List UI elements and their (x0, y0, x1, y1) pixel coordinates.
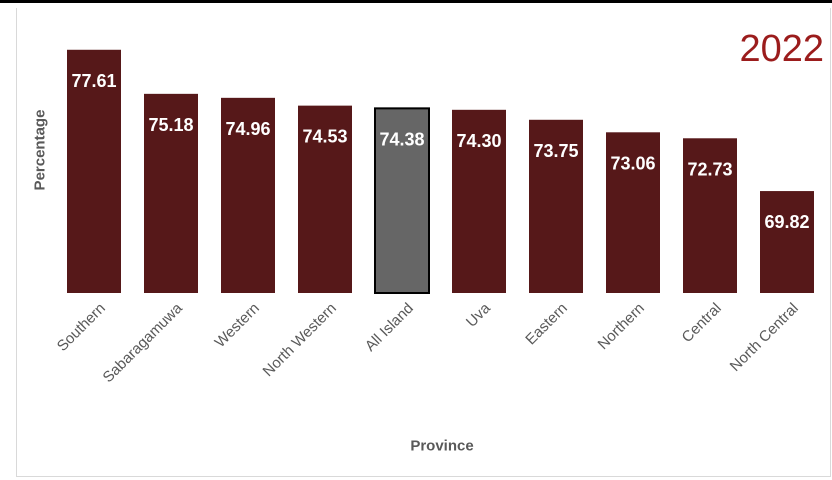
top-border (0, 0, 832, 3)
x-tick-label: Southern (54, 300, 109, 355)
x-tick-label: All Island (362, 300, 417, 355)
value-label: 77.61 (71, 71, 116, 91)
value-label: 74.53 (302, 127, 347, 147)
x-tick-label: Northern (595, 300, 648, 353)
chart-frame (16, 8, 831, 477)
value-label: 74.38 (379, 129, 424, 149)
x-tick-label: Uva (463, 299, 494, 330)
x-tick-label: Eastern (522, 300, 571, 349)
bar-north-western (298, 105, 352, 294)
value-label: 73.75 (533, 141, 578, 161)
value-label: 72.73 (687, 159, 732, 179)
x-tick-label: North Central (727, 300, 802, 375)
x-axis-label: Province (410, 437, 474, 455)
value-label: 74.96 (225, 119, 270, 139)
value-label: 74.30 (456, 131, 501, 151)
bar-southern (67, 49, 121, 294)
value-label: 69.82 (764, 212, 809, 232)
x-tick-label: Sabaragamuwa (100, 299, 187, 386)
chart-title: 2022 (739, 28, 824, 70)
bar-north-central (760, 191, 814, 293)
x-tick-label: North Western (260, 300, 340, 380)
value-label: 73.06 (610, 153, 655, 173)
bar-northern (606, 132, 660, 293)
bar-eastern (529, 119, 583, 293)
bar-uva (452, 109, 506, 293)
bar-sabaragamuwa (144, 93, 198, 293)
x-tick-label: Central (679, 300, 725, 346)
value-label: 75.18 (148, 115, 193, 135)
bar-western (221, 97, 275, 293)
bar-central (683, 138, 737, 293)
bar-all-island (374, 107, 430, 294)
x-tick-label: Western (212, 300, 263, 351)
